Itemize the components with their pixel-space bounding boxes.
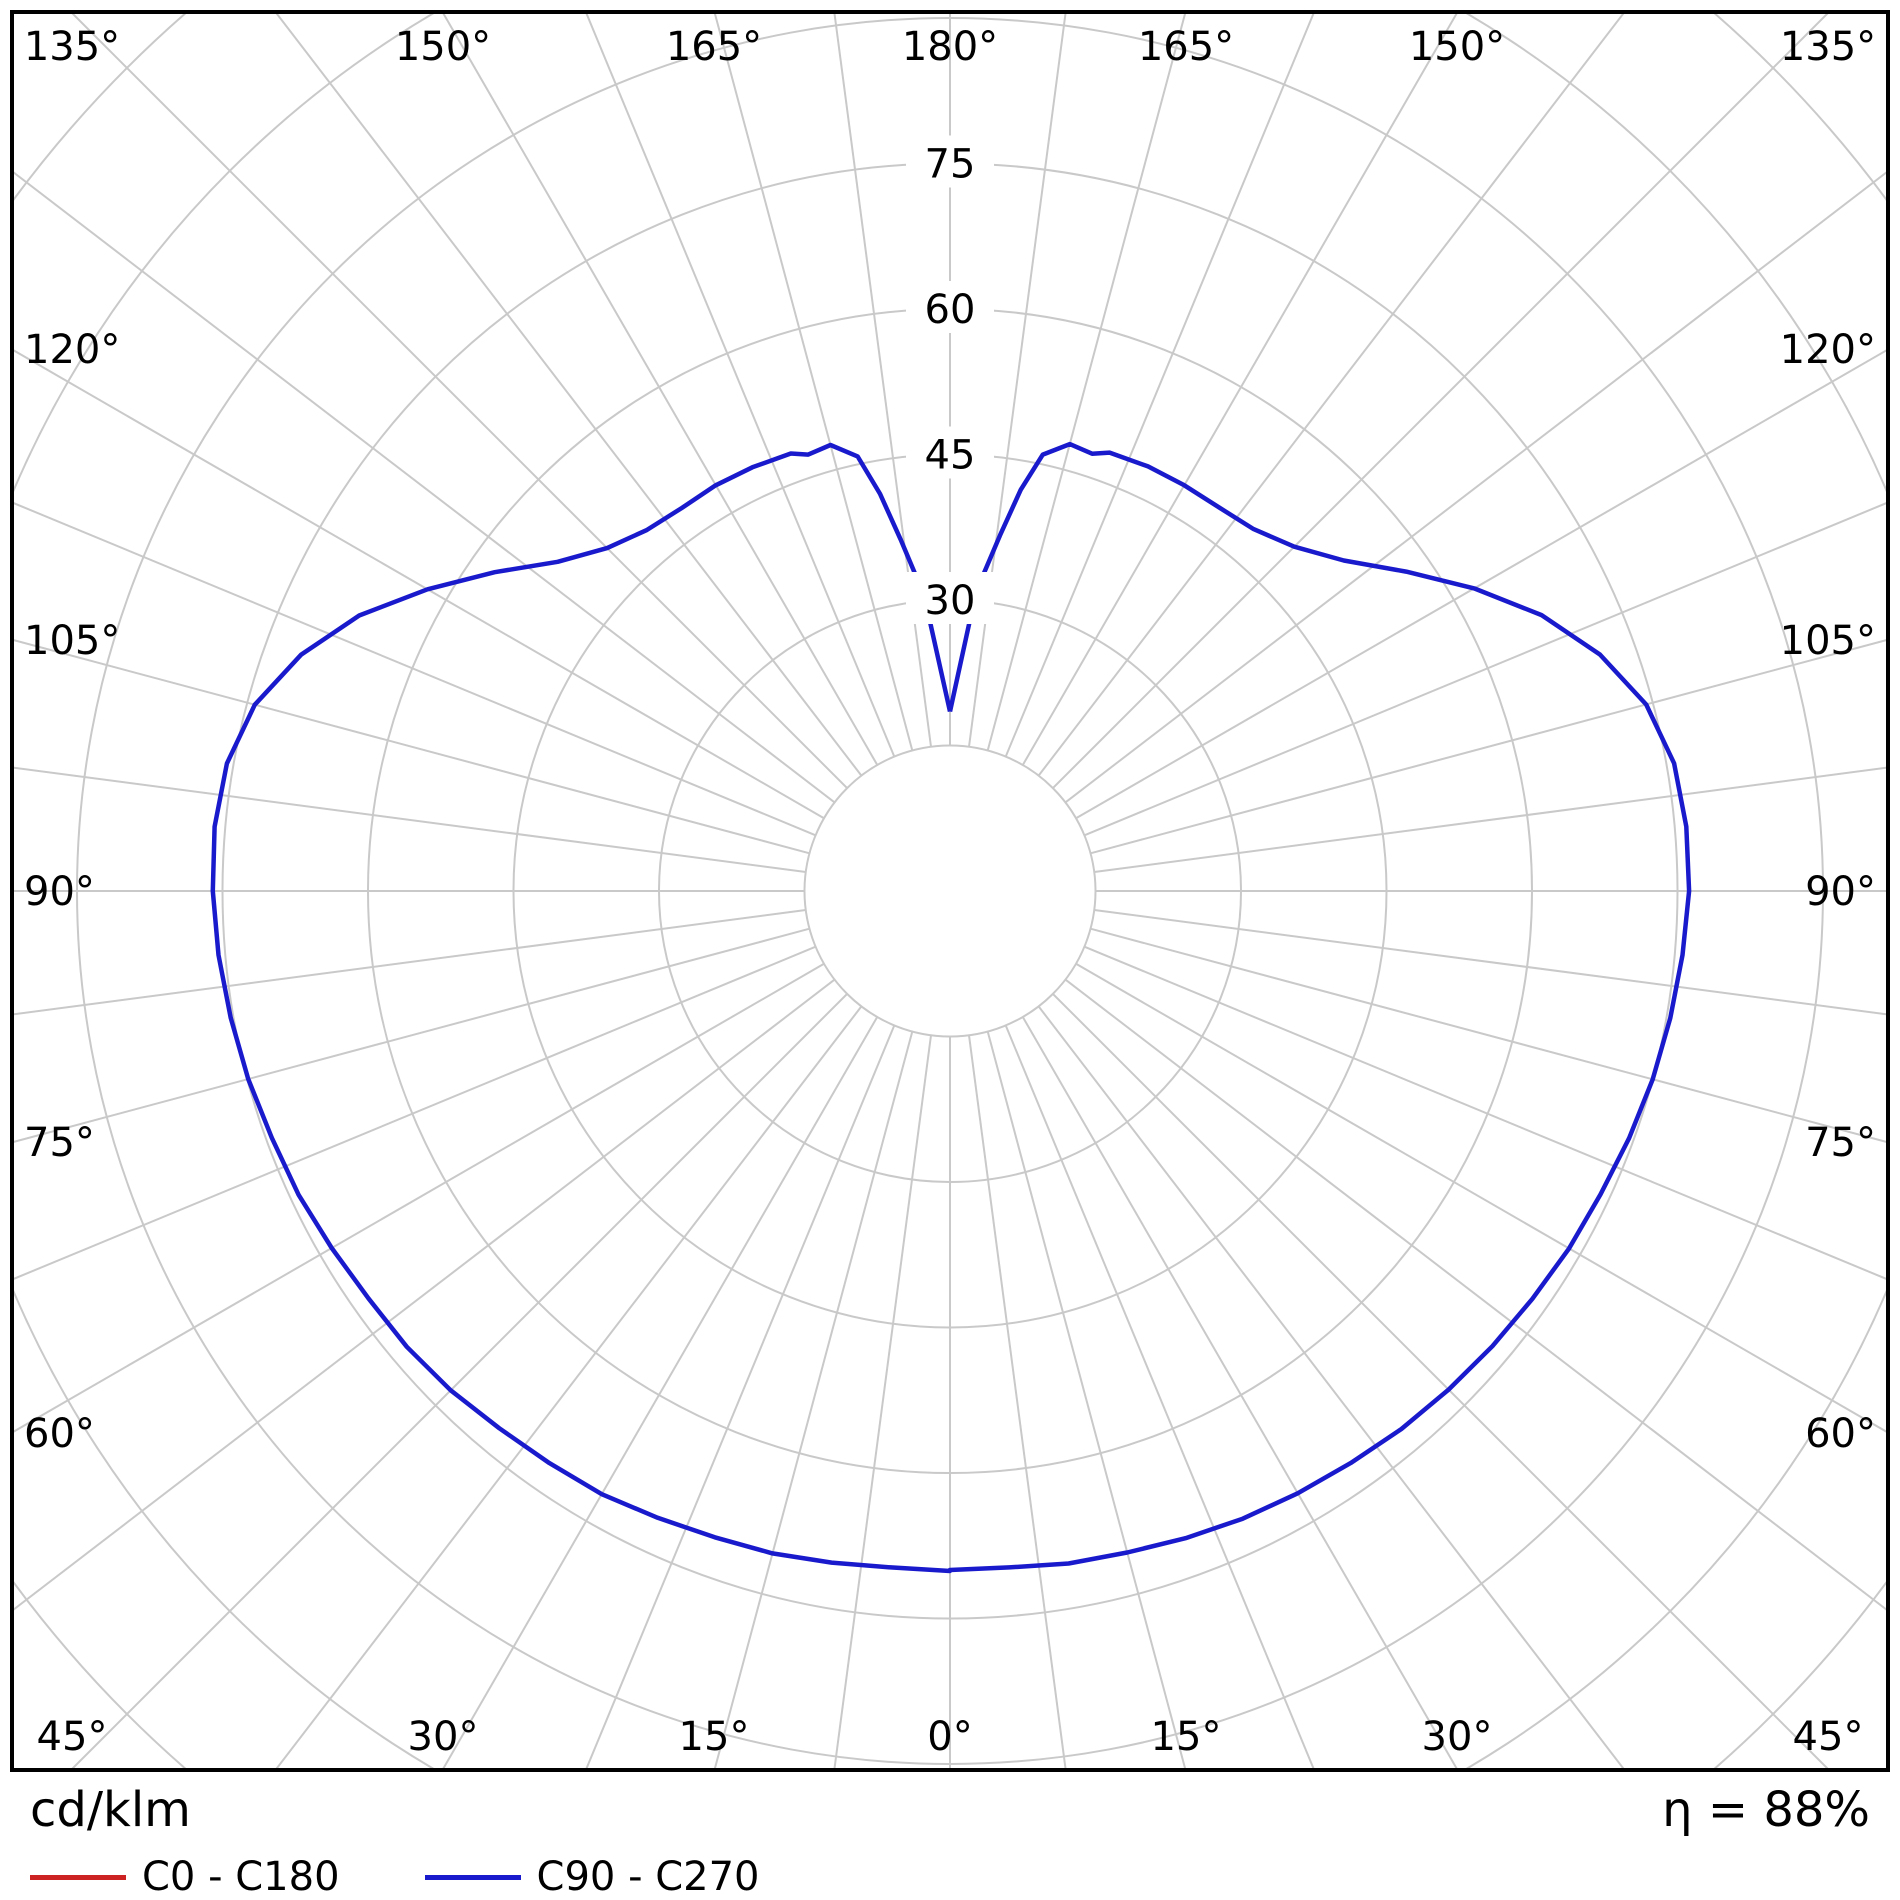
angle-label: 180° xyxy=(902,24,998,70)
angle-label: 60° xyxy=(24,1411,95,1457)
legend-item-c0-c180: C0 - C180 xyxy=(30,1854,340,1900)
grid-spoke xyxy=(968,1035,1067,1768)
grid-spoke xyxy=(713,14,914,751)
grid-spoke xyxy=(442,14,879,766)
grid-spoke xyxy=(1075,962,1886,1433)
grid-spoke xyxy=(14,502,816,837)
angle-label: 45° xyxy=(37,1714,108,1760)
grid-spoke xyxy=(713,1031,914,1768)
grid-spoke xyxy=(71,993,848,1768)
radial-tick-label: 45 xyxy=(925,433,976,479)
radial-tick-bg xyxy=(906,572,994,624)
grid-spoke xyxy=(275,1005,863,1768)
grid-spoke xyxy=(1037,14,1625,777)
angle-label: 60° xyxy=(1805,1411,1876,1457)
radial-tick-label: 75 xyxy=(925,142,976,188)
grid-spoke xyxy=(833,14,932,747)
grid-spoke xyxy=(1090,639,1886,855)
angle-label: 75° xyxy=(24,1120,95,1166)
grid-spoke xyxy=(833,1035,932,1768)
radial-tick-bg xyxy=(906,135,994,188)
grid-spoke xyxy=(1004,14,1315,757)
grid-spoke xyxy=(442,1016,879,1768)
grid-spoke xyxy=(1064,171,1886,804)
grid-spoke xyxy=(585,14,896,757)
grid-spoke xyxy=(1084,502,1886,837)
grid-spoke xyxy=(14,909,806,1016)
grid-circle xyxy=(803,744,1097,1038)
angle-label: 30° xyxy=(1422,1714,1493,1760)
legend-line-blue-icon xyxy=(424,1874,521,1880)
grid-spoke xyxy=(275,14,863,777)
grid-spoke xyxy=(1064,978,1886,1611)
grid-spoke xyxy=(1021,14,1458,766)
grid-spoke xyxy=(1004,1025,1315,1768)
grid-spoke xyxy=(14,945,816,1280)
grid-spoke xyxy=(14,766,806,873)
grid-spoke xyxy=(1090,927,1886,1143)
grid-spoke xyxy=(1052,993,1829,1768)
efficiency-label: η = 88% xyxy=(1662,1782,1870,1838)
grid-spoke xyxy=(1094,909,1886,1016)
angle-label: 15° xyxy=(679,1714,750,1760)
grid-spoke xyxy=(71,14,848,789)
angle-label: 120° xyxy=(24,327,120,373)
angle-label: 75° xyxy=(1805,1120,1876,1166)
angle-label: 90° xyxy=(24,869,95,915)
legend-label-c0-c180: C0 - C180 xyxy=(142,1854,340,1900)
angle-label: 0° xyxy=(927,1714,972,1760)
angle-label: 15° xyxy=(1151,1714,1222,1760)
angle-label: 135° xyxy=(24,24,120,70)
angle-label: 150° xyxy=(395,24,491,70)
grid-spoke xyxy=(1075,349,1886,820)
radial-tick-label: 30 xyxy=(925,578,976,624)
curve-series-1 xyxy=(210,441,1692,1574)
chart-footer: cd/klm η = 88% C0 - C180 C90 - C270 xyxy=(30,1782,1870,1900)
units-label: cd/klm xyxy=(30,1782,191,1838)
legend-label-c90-c270: C90 - C270 xyxy=(536,1854,760,1900)
grid-spoke xyxy=(585,1025,896,1768)
angle-label: 150° xyxy=(1409,24,1505,70)
angle-label: 105° xyxy=(24,618,120,664)
grid-spoke xyxy=(14,978,836,1611)
radial-tick-label: 60 xyxy=(925,287,976,333)
plot-border xyxy=(10,10,1890,1772)
angle-label: 165° xyxy=(1138,24,1234,70)
grid-spoke xyxy=(14,927,810,1143)
grid-spoke xyxy=(1084,945,1886,1280)
angle-label: 45° xyxy=(1793,1714,1864,1760)
grid-spoke xyxy=(986,14,1187,751)
angle-label: 30° xyxy=(408,1714,479,1760)
radial-tick-bg xyxy=(906,426,994,479)
legend: C0 - C180 C90 - C270 xyxy=(30,1854,1870,1900)
grid-spoke xyxy=(1037,1005,1625,1768)
grid-spoke xyxy=(1094,766,1886,873)
angle-label: 105° xyxy=(1780,618,1876,664)
grid-spoke xyxy=(14,962,825,1433)
grid-spoke xyxy=(14,349,825,820)
grid-spoke xyxy=(986,1031,1187,1768)
radial-tick-bg xyxy=(906,281,994,333)
legend-item-c90-c270: C90 - C270 xyxy=(424,1854,760,1900)
grid-spoke xyxy=(14,171,836,804)
legend-line-red-icon xyxy=(30,1874,126,1880)
angle-label: 120° xyxy=(1780,327,1876,373)
grid-spoke xyxy=(1021,1016,1458,1768)
angle-label: 90° xyxy=(1805,869,1876,915)
grid-spoke xyxy=(1052,14,1829,789)
angle-label: 165° xyxy=(666,24,762,70)
grid-spoke xyxy=(14,639,810,855)
grid-spoke xyxy=(968,14,1067,747)
angle-label: 135° xyxy=(1780,24,1876,70)
